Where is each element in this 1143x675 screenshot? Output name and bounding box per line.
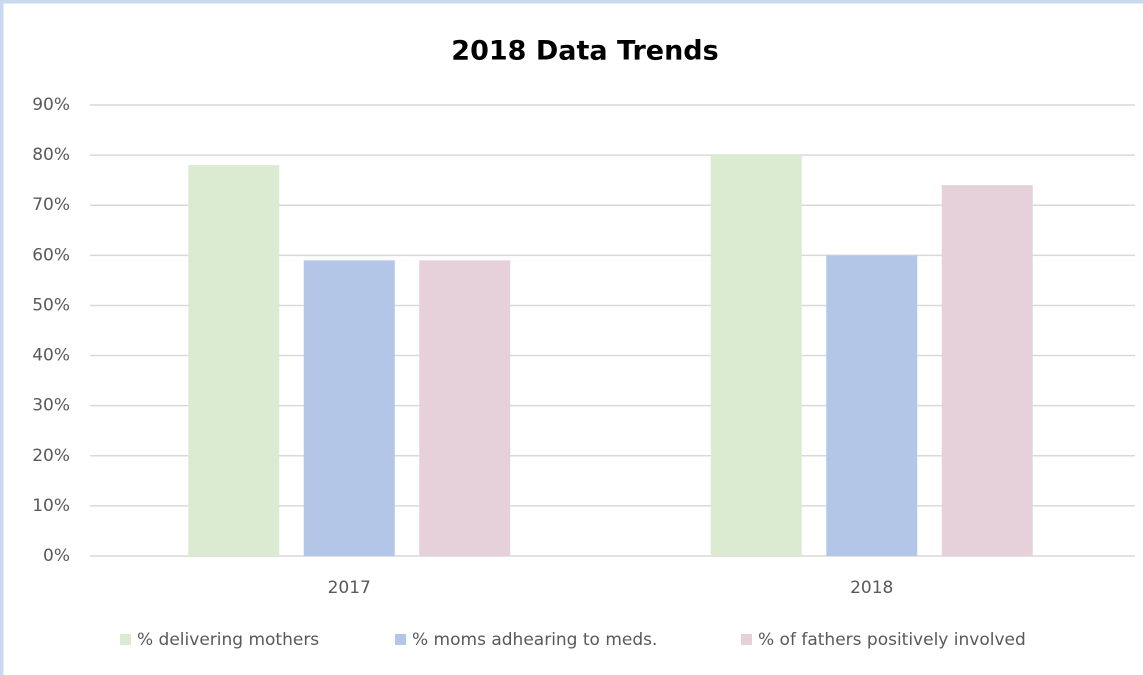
bar	[419, 260, 511, 556]
bar	[941, 185, 1033, 556]
legend-swatch	[120, 634, 131, 645]
bar	[303, 260, 395, 556]
y-tick-label: 70%	[32, 195, 70, 215]
bar	[826, 255, 918, 557]
x-tick-label: 2018	[850, 578, 893, 598]
x-tick-label: 2017	[328, 578, 371, 598]
y-tick-label: 90%	[32, 95, 70, 115]
legend-swatch	[395, 634, 406, 645]
y-tick-label: 30%	[32, 396, 70, 416]
legend-label: % of fathers positively involved	[758, 630, 1026, 650]
bar	[710, 155, 802, 556]
y-tick-label: 20%	[32, 446, 70, 466]
y-tick-label: 60%	[32, 245, 70, 265]
legend-label: % moms adhearing to meds.	[412, 630, 657, 650]
chart-title: 2018 Data Trends	[451, 36, 718, 67]
y-tick-label: 40%	[32, 346, 70, 366]
y-tick-label: 50%	[32, 295, 70, 315]
bar	[188, 165, 280, 556]
legend-label: % delivering mothers	[137, 630, 319, 650]
y-tick-label: 0%	[43, 546, 70, 566]
legend-swatch	[741, 634, 752, 645]
y-tick-label: 10%	[32, 496, 70, 516]
y-tick-label: 80%	[32, 145, 70, 165]
